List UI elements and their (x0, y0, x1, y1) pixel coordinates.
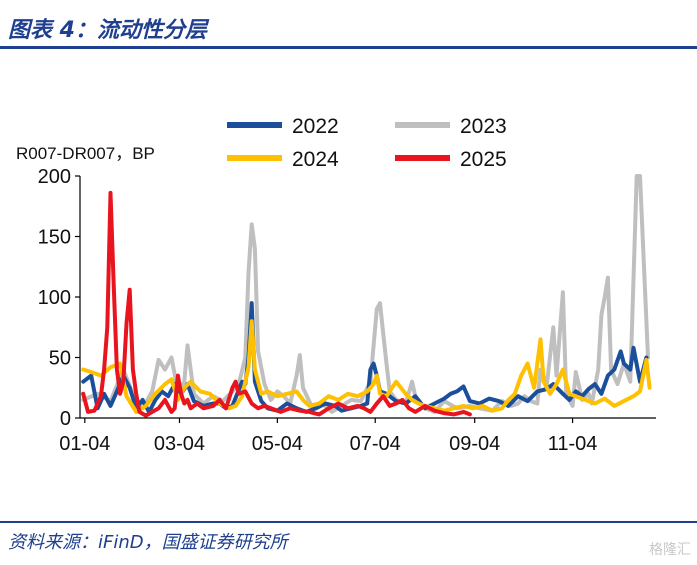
x-tick-label: 11-04 (548, 433, 598, 455)
chart-legend: 2022 2023 2024 2025 (227, 115, 507, 171)
legend-label-2024: 2024 (292, 148, 339, 171)
liquidity-chart: 2022 2023 2024 2025 R007-DR007，BP 0 50 100 150… (16, 115, 656, 455)
y-tick-label: 150 (38, 227, 71, 249)
source-divider (0, 521, 697, 523)
legend-label-2025: 2025 (460, 148, 507, 171)
title-divider (0, 46, 697, 49)
watermark-logo: 格隆汇 (649, 542, 691, 558)
figure-title: 图表 4：流动性分层 (8, 18, 207, 43)
series-line-2022 (81, 301, 649, 414)
series-line-2025 (81, 190, 472, 418)
y-tick-label: 100 (38, 287, 71, 309)
x-tick-label: 07-04 (350, 433, 401, 455)
x-tick-label: 09-04 (449, 433, 500, 455)
x-tick-label: 01-04 (59, 433, 110, 455)
series-line-2024 (81, 319, 652, 414)
legend-label-2023: 2023 (460, 115, 507, 138)
x-tick-label: 05-04 (252, 433, 303, 455)
y-tick-label: 50 (49, 348, 71, 370)
y-tick-label: 200 (38, 166, 71, 188)
legend-label-2022: 2022 (292, 115, 339, 138)
x-tick-label: 03-04 (154, 433, 205, 455)
y-tick-label: 0 (60, 408, 71, 430)
y-axis-label: R007-DR007，BP (16, 144, 155, 163)
source-note: 资料来源：iFinD，国盛证券研究所 (8, 532, 288, 553)
axes: 0 50 100 150 200 01-04 03-04 05-04 07-04 09-04 11-… (38, 166, 656, 455)
plot-area (81, 174, 652, 418)
